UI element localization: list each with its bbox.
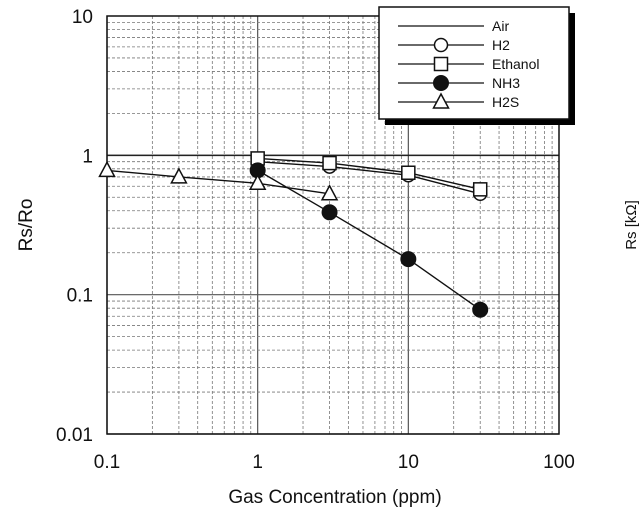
- legend-marker-ethanol: [433, 56, 449, 72]
- data-point-ethanol: [322, 155, 337, 171]
- data-point-nh3: [321, 204, 338, 221]
- data-point-nh3: [400, 251, 417, 268]
- legend-label: H2: [492, 37, 510, 53]
- y-axis-label: Rs/Ro: [16, 199, 37, 252]
- data-point-ethanol: [401, 165, 416, 180]
- x-tick-label: 0.1: [94, 452, 120, 473]
- series-nh3: [249, 162, 489, 318]
- x-tick-label: 10: [398, 452, 419, 473]
- legend-item-nh3: NH3: [398, 75, 520, 91]
- series-line-ethanol: [257, 157, 481, 190]
- series-h2s: [98, 160, 339, 201]
- legend-item-h2s: H2S: [398, 92, 519, 110]
- y-tick-label: 10: [72, 7, 93, 28]
- x-tick-label: 1: [252, 452, 263, 473]
- legend-marker-h2: [433, 37, 449, 53]
- legend-label: NH3: [492, 75, 520, 91]
- legend-item-ethanol: Ethanol: [398, 56, 539, 72]
- x-tick-label: 100: [543, 452, 575, 473]
- legend-item-h2: H2: [398, 37, 510, 53]
- right-axis-label: Rs [kΩ]: [623, 200, 639, 250]
- legend-label: Ethanol: [492, 56, 539, 72]
- series-line-nh3: [257, 169, 481, 311]
- data-point-h2s: [98, 160, 116, 178]
- x-axis-label: Gas Concentration (ppm): [228, 487, 441, 508]
- legend-marker-h2s: [432, 92, 450, 109]
- data-point-nh3: [472, 301, 489, 318]
- legend-item-air: Air: [398, 18, 509, 34]
- legend: Air H2 Ethanol NH3 H2S: [378, 6, 575, 125]
- y-tick-label: 0.01: [56, 425, 93, 446]
- series-line-h2s: [106, 169, 330, 195]
- legend-label: H2S: [492, 94, 519, 110]
- y-tick-label: 1: [82, 146, 93, 167]
- data-point-ethanol: [472, 182, 488, 197]
- plot-area: [106, 15, 560, 435]
- data-point-h2s: [248, 173, 267, 191]
- y-tick-label: 0.1: [67, 286, 93, 307]
- series-ethanol: [250, 151, 488, 197]
- series-group: [98, 151, 489, 318]
- data-point-h2s: [320, 184, 339, 201]
- series-line-h2: [257, 161, 481, 195]
- data-point-h2s: [170, 167, 188, 184]
- legend-marker-nh3: [433, 75, 449, 91]
- legend-label: Air: [492, 18, 509, 34]
